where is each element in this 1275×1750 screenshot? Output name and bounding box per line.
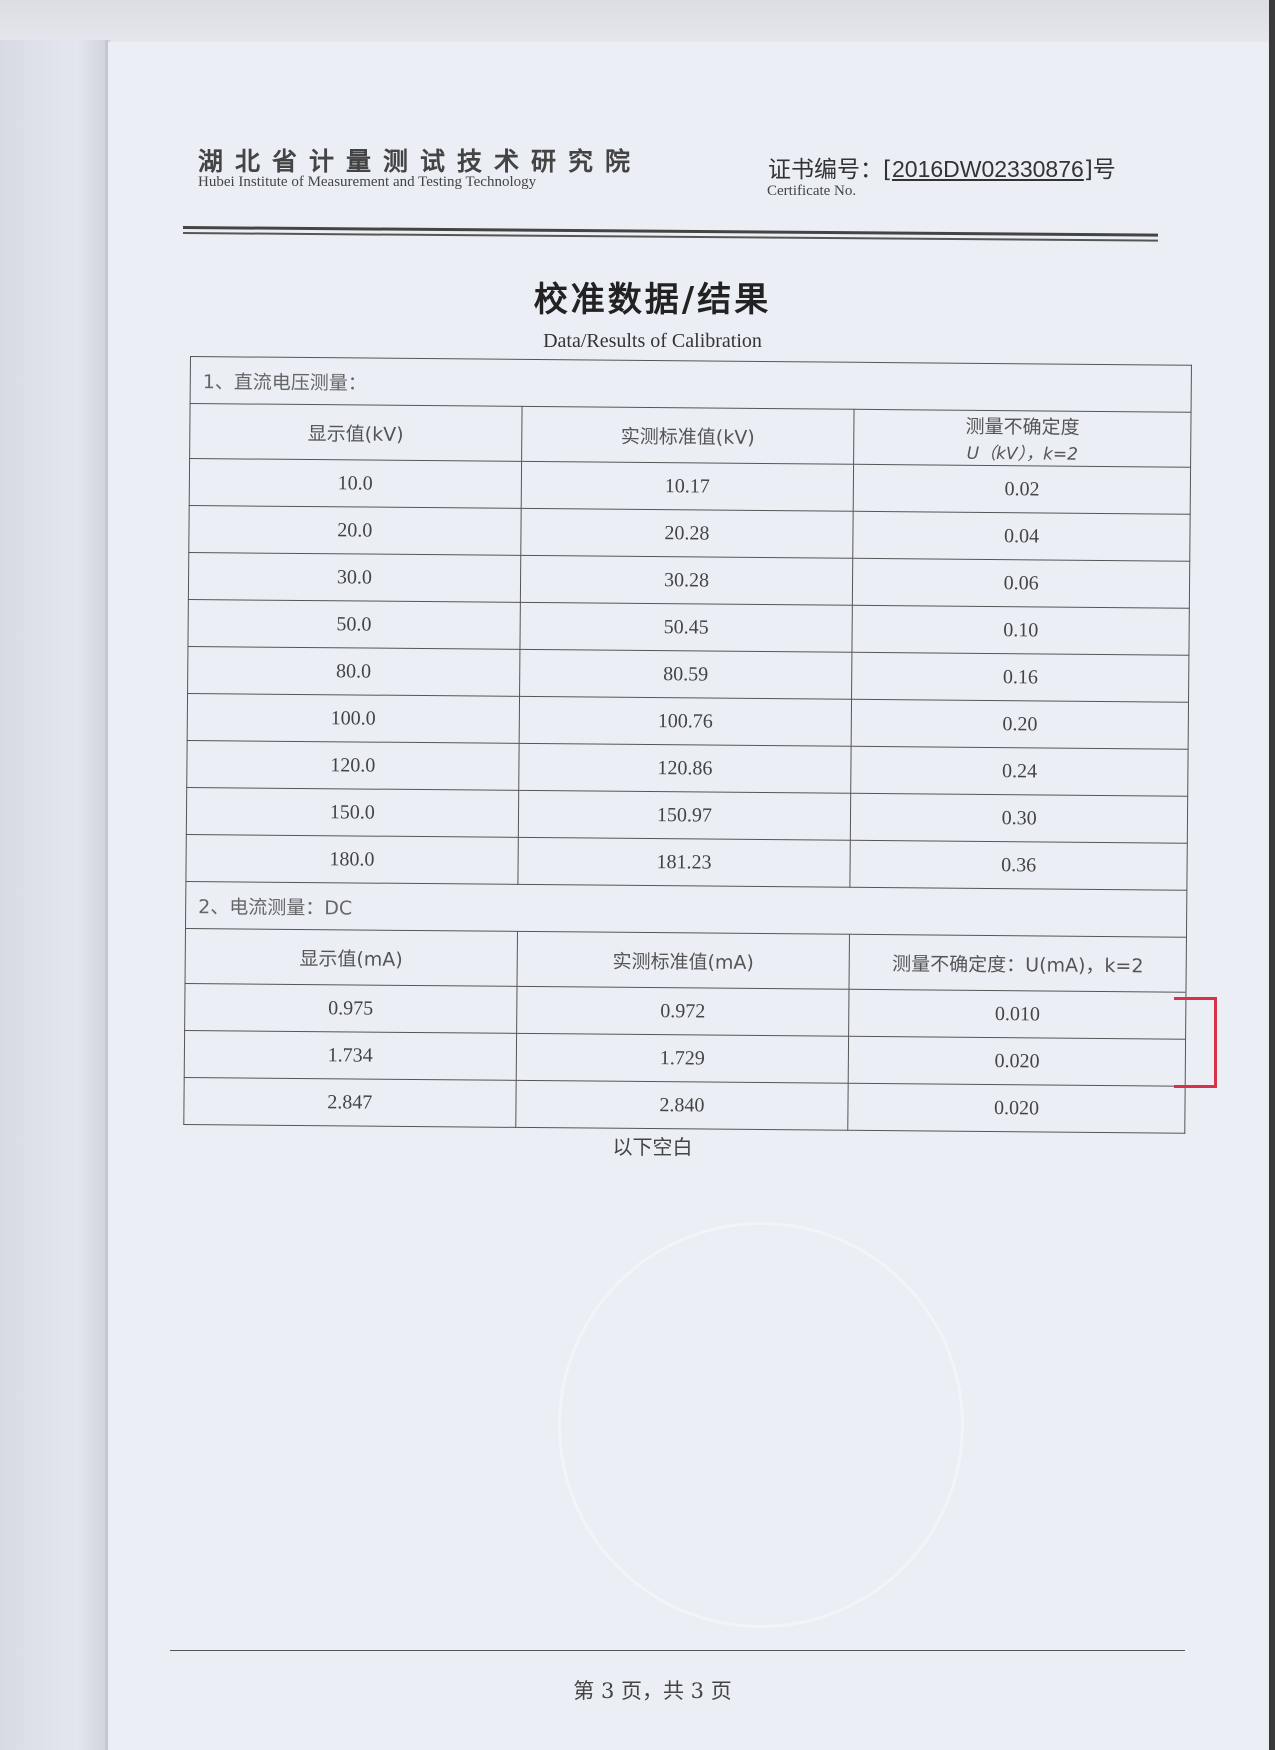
col-header-standard-ma: 实测标准值(mA) [516, 931, 850, 990]
cell-uncertainty: 0.16 [851, 652, 1189, 703]
cell-uncertainty: 0.02 [853, 464, 1191, 515]
cell-display: 100.0 [187, 693, 520, 744]
cell-standard: 0.972 [516, 986, 850, 1037]
institute-name-en: Hubei Institute of Measurement and Testi… [198, 174, 537, 190]
cell-standard: 1.729 [515, 1033, 849, 1084]
cell-standard: 120.86 [518, 743, 852, 794]
cell-uncertainty: 0.20 [851, 699, 1189, 750]
cert-suffix: 号 [1092, 157, 1116, 183]
cell-standard: 20.28 [520, 508, 854, 559]
col-header-uncertainty-ma: 测量不确定度：U(mA)，k=2 [849, 934, 1187, 993]
cell-uncertainty: 0.04 [853, 511, 1191, 562]
cell-display: 30.0 [188, 552, 521, 603]
cell-uncertainty: 0.24 [851, 746, 1189, 797]
page-number: 第 3 页，共 3 页 [573, 1679, 732, 1703]
institute-name-cn: 湖北省计量测试技术研究院 [198, 147, 643, 176]
col-header-uncertainty: 测量不确定度 U（kV），k=2 [853, 409, 1192, 468]
cell-standard: 50.45 [519, 602, 853, 653]
binding-edge [0, 40, 110, 1750]
cell-display: 0.975 [184, 983, 517, 1034]
cell-display: 1.734 [184, 1030, 517, 1081]
cell-display: 10.0 [189, 458, 522, 509]
cell-uncertainty: 0.10 [852, 605, 1190, 656]
cert-number-value: 2016DW02330876 [891, 156, 1084, 182]
cert-label-en: Certificate No. [767, 183, 857, 199]
watermark-seal [558, 1222, 964, 1628]
cell-standard: 30.28 [520, 555, 854, 606]
document-page [108, 42, 1268, 1750]
cell-display: 20.0 [188, 505, 521, 556]
page-edge [105, 40, 108, 1750]
cell-display: 50.0 [187, 599, 521, 650]
uncertainty-label: 测量不确定度 [965, 415, 1080, 439]
table-row: 2.847 2.840 0.020 [183, 1077, 1186, 1134]
calibration-table: 1、直流电压测量： 显示值(kV) 实测标准值(kV) 测量不确定度 U（kV），… [183, 356, 1192, 1134]
cell-uncertainty: 0.30 [850, 793, 1188, 844]
cell-standard: 100.76 [518, 696, 852, 747]
red-seal-stamp [1174, 997, 1217, 1088]
cell-uncertainty: 0.020 [848, 1036, 1186, 1087]
certificate-number: 证书编号：[2016DW02330876]号 [768, 156, 1116, 183]
col-header-display-ma: 显示值(mA) [185, 928, 518, 987]
footer-rule [170, 1650, 1185, 1651]
cell-standard: 80.59 [519, 649, 853, 700]
col-header-standard: 实测标准值(kV) [521, 406, 855, 465]
cell-uncertainty: 0.06 [852, 558, 1190, 609]
scan-top-edge [0, 0, 1275, 45]
blank-below-note: 以下空白 [612, 1135, 693, 1159]
page-title: 校准数据/结果 [533, 280, 772, 320]
col-header-display: 显示值(kV) [189, 403, 522, 462]
cell-uncertainty: 0.020 [848, 1083, 1186, 1134]
uncertainty-sub: U（kV），k=2 [966, 443, 1079, 465]
cell-standard: 181.23 [517, 837, 851, 888]
cert-label: 证书编号： [768, 157, 883, 183]
cell-uncertainty: 0.36 [850, 840, 1188, 891]
cell-uncertainty: 0.010 [848, 989, 1186, 1040]
cell-standard: 10.17 [520, 461, 854, 512]
cell-display: 80.0 [187, 646, 520, 697]
scan-right-edge [1269, 0, 1275, 1750]
cell-display: 180.0 [185, 834, 518, 885]
page-subtitle: Data/Results of Calibration [543, 330, 762, 352]
cell-display: 150.0 [186, 787, 519, 838]
cell-display: 2.847 [183, 1077, 516, 1128]
cell-standard: 2.840 [515, 1080, 849, 1131]
cell-standard: 150.97 [517, 790, 852, 841]
cell-display: 120.0 [186, 740, 519, 791]
